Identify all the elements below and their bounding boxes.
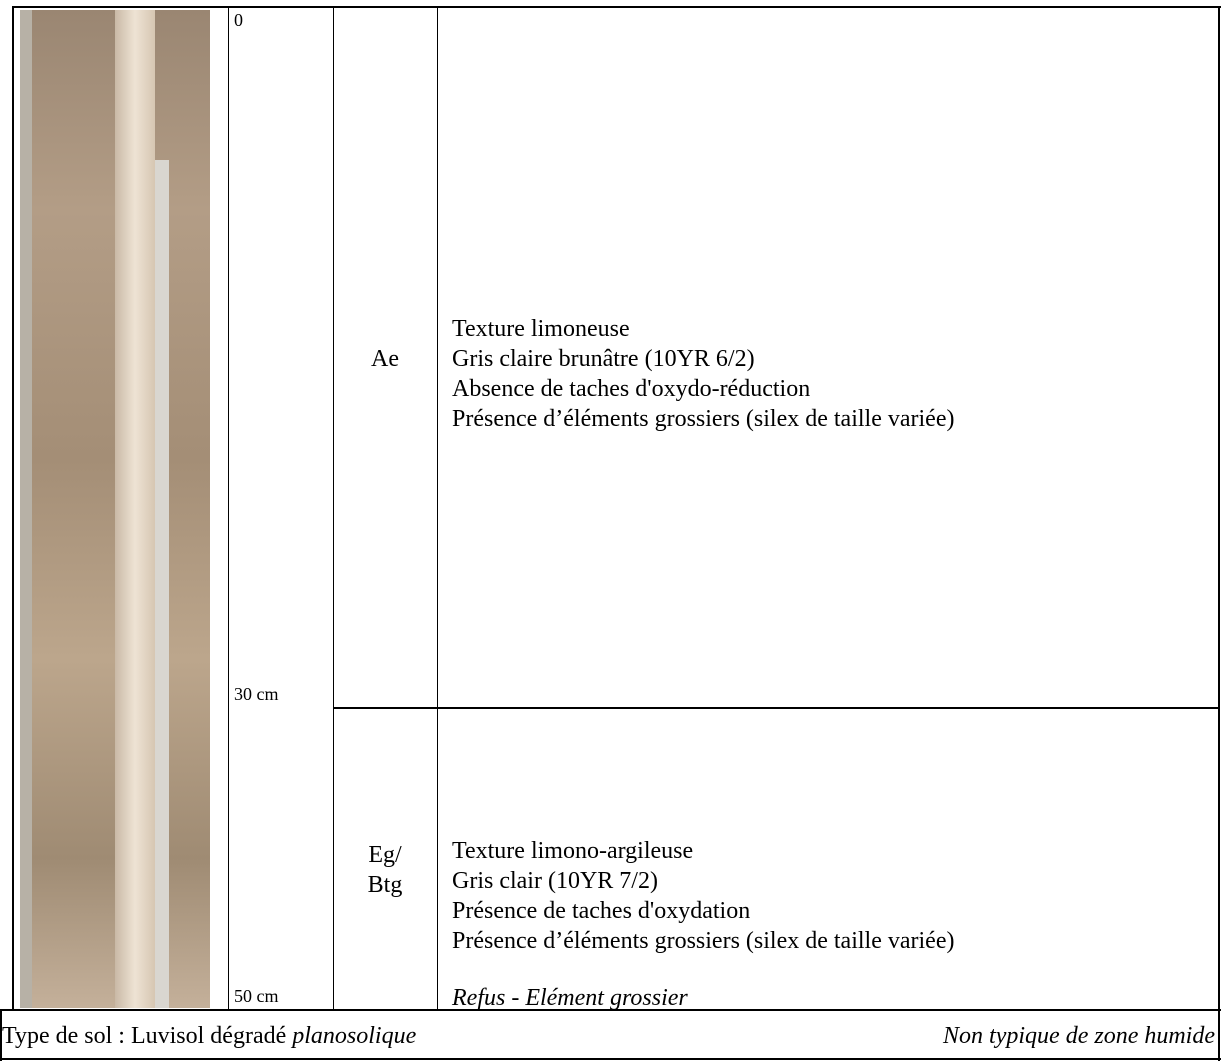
ruler <box>155 160 169 1008</box>
table-border <box>228 6 229 1010</box>
horizon-description: Texture limoneuse Gris claire brunâtre (… <box>452 314 954 434</box>
row-divider <box>333 707 1220 709</box>
description-line: Texture limoneuse <box>452 316 630 342</box>
refusal-note: Refus - Elément grossier <box>452 985 688 1011</box>
table-border <box>0 1009 2 1061</box>
depth-label: 0 <box>234 10 243 30</box>
soil-type-label: Type de sol : Luvisol dégradé <box>2 1023 287 1049</box>
horizon-name: Ae <box>371 346 399 372</box>
description-line: Présence d’éléments grossiers (silex de … <box>452 406 955 432</box>
table-border <box>1218 6 1220 1061</box>
description-line: Gris claire brunâtre (10YR 6/2) <box>452 346 755 372</box>
depth-label: 30 cm <box>234 684 279 704</box>
soil-type: Type de sol : Luvisol dégradé planosoliq… <box>2 1021 416 1051</box>
soil-type-qualifier: planosolique <box>292 1023 417 1049</box>
description-line: Absence de taches d'oxydo-réduction <box>452 376 811 402</box>
table-border <box>0 1009 1221 1011</box>
table-border <box>437 6 438 1010</box>
description-line: Présence de taches d'oxydation <box>452 898 751 924</box>
soil-core-photo <box>20 10 210 1008</box>
description-line: Texture limono-argileuse <box>452 838 694 864</box>
horizon-description: Texture limono-argileuse Gris clair (10Y… <box>452 836 954 956</box>
table-border <box>12 6 14 1010</box>
photo-edge <box>20 10 32 1008</box>
description-line: Gris clair (10YR 7/2) <box>452 868 658 894</box>
depth-label: 50 cm <box>234 986 279 1006</box>
horizon-name-line: Eg/ <box>368 842 402 868</box>
horizon-name: Eg/ Btg <box>333 840 437 900</box>
wetland-status: Non typique de zone humide <box>943 1023 1215 1049</box>
table-border <box>333 6 334 1010</box>
core-tube <box>115 10 155 1008</box>
horizon-name-line: Btg <box>367 872 403 898</box>
table-border <box>0 1058 1221 1060</box>
table-border <box>12 6 1221 8</box>
description-line: Présence d’éléments grossiers (silex de … <box>452 928 955 954</box>
